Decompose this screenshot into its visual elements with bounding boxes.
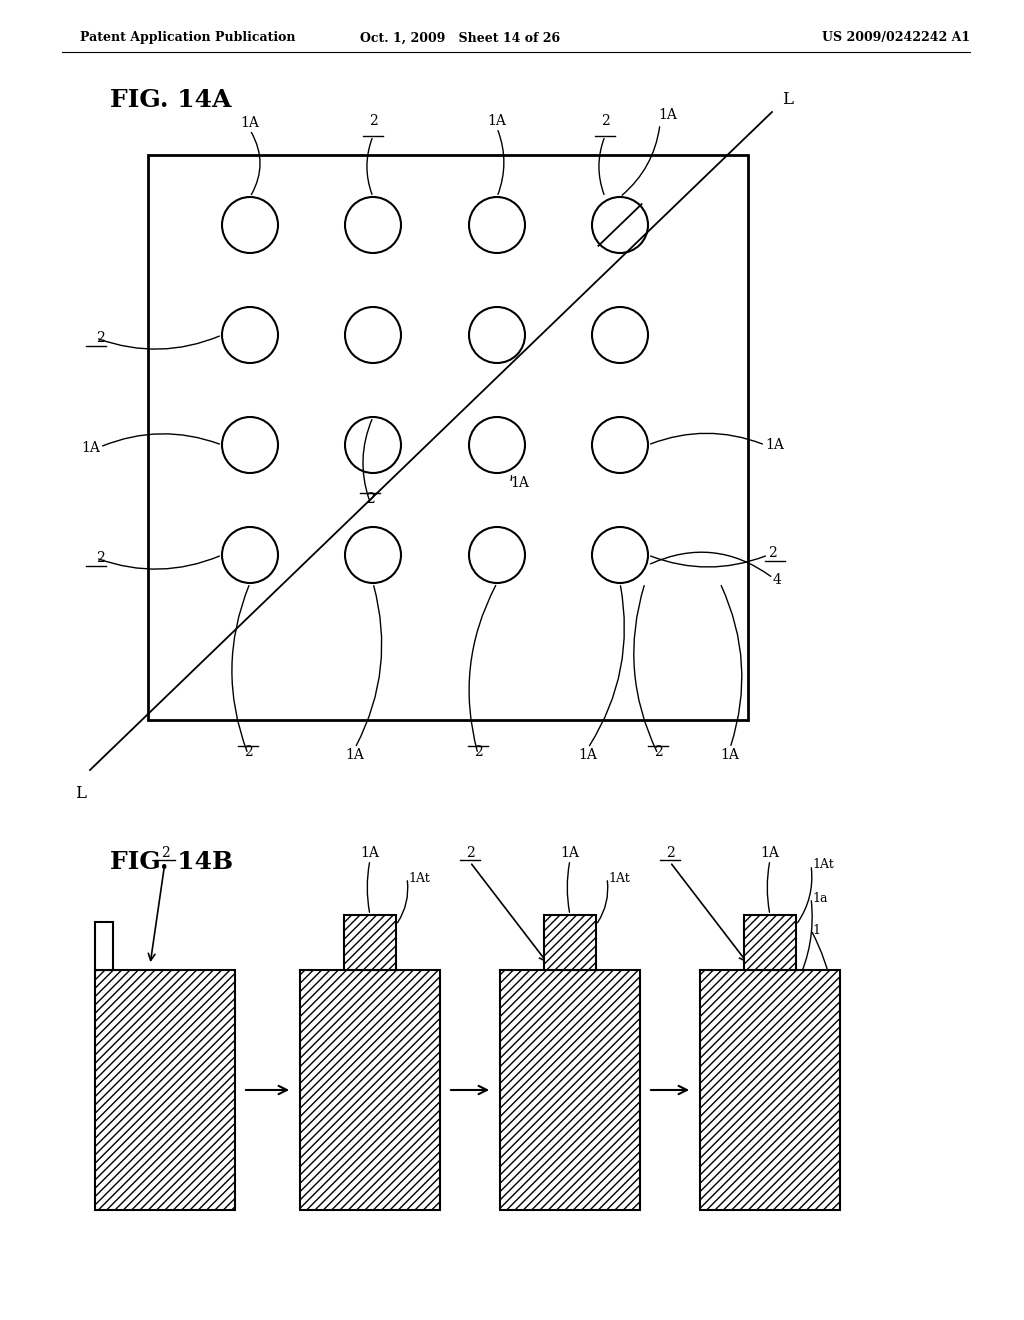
Text: 2: 2: [653, 744, 663, 759]
Text: 2: 2: [244, 744, 252, 759]
Text: 1A: 1A: [345, 748, 365, 762]
Text: 1A: 1A: [658, 108, 678, 121]
Text: 1A: 1A: [241, 116, 259, 129]
Text: L: L: [782, 91, 793, 108]
Bar: [95, 921, 113, 970]
Text: 2: 2: [369, 114, 378, 128]
Text: FIG. 14B: FIG. 14B: [110, 850, 233, 874]
Text: 2: 2: [768, 546, 777, 560]
Text: 1A: 1A: [510, 477, 528, 490]
Bar: [744, 915, 796, 970]
Text: 1A: 1A: [81, 441, 100, 455]
Text: 1: 1: [812, 924, 820, 936]
Text: 4: 4: [773, 573, 782, 587]
Text: 1A: 1A: [761, 846, 779, 861]
Bar: [344, 915, 396, 970]
Text: 2: 2: [474, 744, 482, 759]
Text: Patent Application Publication: Patent Application Publication: [80, 32, 296, 45]
Text: 1A: 1A: [360, 846, 380, 861]
Text: 2: 2: [96, 331, 105, 345]
Bar: [148, 154, 748, 719]
Text: 2: 2: [96, 550, 105, 565]
Text: 2: 2: [666, 846, 675, 861]
Text: 1A: 1A: [487, 114, 507, 128]
Text: 1At: 1At: [408, 871, 430, 884]
Text: 1A: 1A: [560, 846, 580, 861]
Text: 2: 2: [466, 846, 474, 861]
Text: 1A: 1A: [579, 748, 597, 762]
Bar: [700, 970, 840, 1210]
Text: 1A: 1A: [765, 438, 784, 451]
Bar: [95, 970, 234, 1210]
Text: 1At: 1At: [608, 871, 630, 884]
Text: L: L: [75, 785, 86, 803]
Text: US 2009/0242242 A1: US 2009/0242242 A1: [822, 32, 970, 45]
Text: 1A: 1A: [721, 748, 739, 762]
Bar: [300, 970, 440, 1210]
Text: 1a: 1a: [812, 891, 827, 904]
Text: 2: 2: [161, 846, 169, 861]
Text: 2: 2: [601, 114, 609, 128]
Text: 1At: 1At: [812, 858, 834, 871]
Text: 2: 2: [366, 492, 375, 506]
Text: FIG. 14A: FIG. 14A: [110, 88, 231, 112]
Bar: [544, 915, 596, 970]
Text: Oct. 1, 2009   Sheet 14 of 26: Oct. 1, 2009 Sheet 14 of 26: [360, 32, 560, 45]
Bar: [500, 970, 640, 1210]
